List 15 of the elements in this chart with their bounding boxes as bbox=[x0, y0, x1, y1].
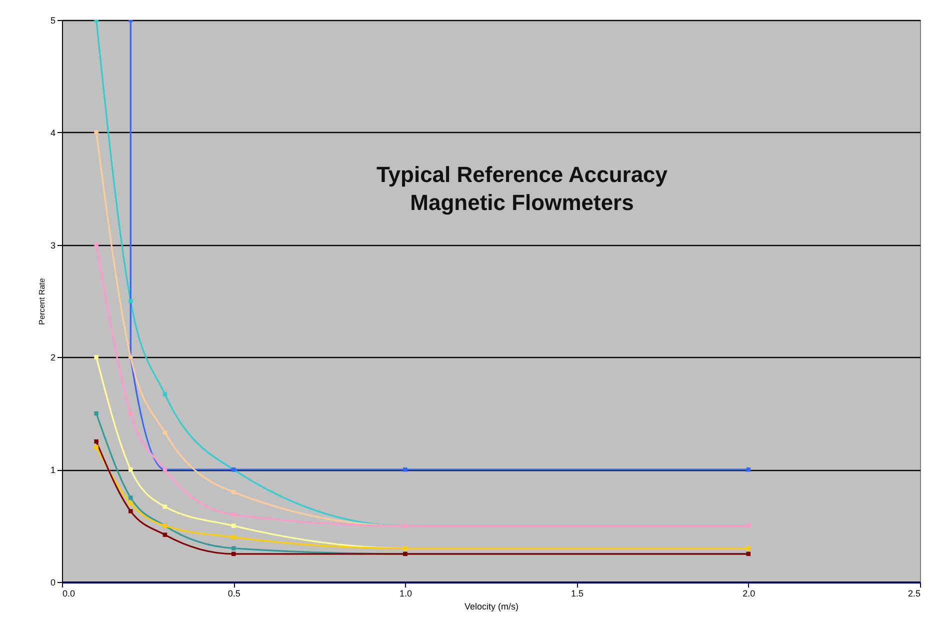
x-tick-label: 2.5 bbox=[908, 588, 920, 598]
x-tick-label: 0.5 bbox=[228, 588, 240, 598]
y-tick-label: 3 bbox=[50, 240, 56, 250]
y-tick-label: 1 bbox=[50, 465, 56, 476]
x-tick-label: 1.0 bbox=[399, 588, 412, 598]
x-tick-label: 2.0 bbox=[742, 588, 756, 598]
x-tick-label: 0.0 bbox=[62, 588, 76, 598]
y-tick-label: 2 bbox=[50, 352, 56, 363]
text: Typical Reference Accuracy Magnetic Flowmeters bbox=[376, 162, 668, 215]
y-tick-label: 4 bbox=[50, 128, 56, 138]
y-tick-label: 0 bbox=[50, 578, 56, 588]
x-tick-label: 1.5 bbox=[571, 588, 584, 598]
y-tick-label: 5 bbox=[50, 16, 56, 26]
x-axis-title: Velocity (m/s) bbox=[464, 602, 519, 612]
y-axis-title: Percent Rate bbox=[37, 278, 46, 325]
